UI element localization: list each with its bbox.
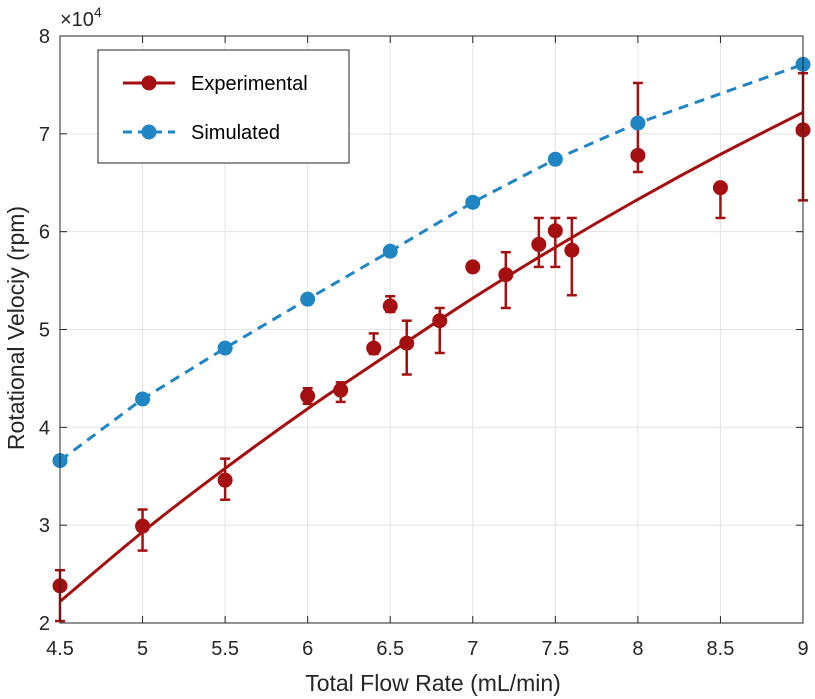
experimental-fit-line [59, 110, 804, 603]
y-tick-label: 4 [39, 417, 50, 439]
y-tick-label: 5 [39, 320, 50, 342]
x-tick-label: 6.5 [376, 638, 404, 660]
y-axis-label: Rotational Velociy (rpm) [3, 206, 29, 450]
x-tick-label: 6 [302, 638, 313, 660]
y-exponent-label: ×104 [60, 4, 102, 31]
experimental-point [217, 472, 233, 488]
legend-box [97, 49, 350, 164]
x-tick-label: 5.5 [211, 638, 239, 660]
simulated-point [547, 151, 563, 167]
legend-experimental-marker [141, 75, 157, 91]
x-tick-label: 7 [467, 638, 478, 660]
y-tick-labels: 2 3 4 5 6 7 8 [39, 26, 50, 635]
legend-experimental-label: Experimental [191, 73, 308, 95]
experimental-point [300, 388, 316, 404]
y-tick-label: 2 [39, 613, 50, 635]
simulated-point [630, 115, 646, 131]
y-tick-label: 3 [39, 515, 50, 537]
plot-frame [59, 35, 804, 624]
y-tick-label: 8 [39, 26, 50, 48]
legend-simulated-marker [141, 124, 157, 140]
experimental-point [432, 313, 448, 329]
experimental-point [465, 259, 481, 275]
simulated-point [382, 243, 398, 259]
x-tick-label: 5 [137, 638, 148, 660]
experimental-point [382, 298, 398, 314]
y-tick-label: 6 [39, 222, 50, 244]
simulated-point [465, 194, 481, 210]
y-exponent-power: 4 [94, 4, 102, 20]
experimental-point [333, 382, 349, 398]
experimental-point [135, 518, 151, 534]
experimental-point [498, 267, 514, 283]
legend-simulated-label: Simulated [191, 122, 280, 144]
simulated-point [135, 391, 151, 407]
experimental-point [630, 147, 646, 163]
experimental-point [366, 340, 382, 356]
experimental-point [712, 180, 728, 196]
x-tick-label: 7.5 [541, 638, 569, 660]
y-exponent-base: ×10 [60, 9, 94, 31]
simulated-point [217, 340, 233, 356]
x-tick-label: 9 [797, 638, 808, 660]
experimental-point [564, 242, 580, 258]
x-tick-label: 8 [632, 638, 643, 660]
x-tick-label: 8.5 [707, 638, 735, 660]
simulated-point [300, 291, 316, 307]
experimental-point [399, 335, 415, 351]
y-tick-label: 7 [39, 124, 50, 146]
x-tick-labels: 4.5 5 5.5 6 6.5 7 7.5 8 8.5 9 [46, 638, 808, 660]
experimental-point [531, 236, 547, 252]
legend: Experimental Simulated [97, 49, 350, 164]
x-tick-label: 4.5 [46, 638, 74, 660]
x-axis-label: Total Flow Rate (mL/min) [305, 670, 561, 696]
experimental-point [547, 223, 563, 239]
